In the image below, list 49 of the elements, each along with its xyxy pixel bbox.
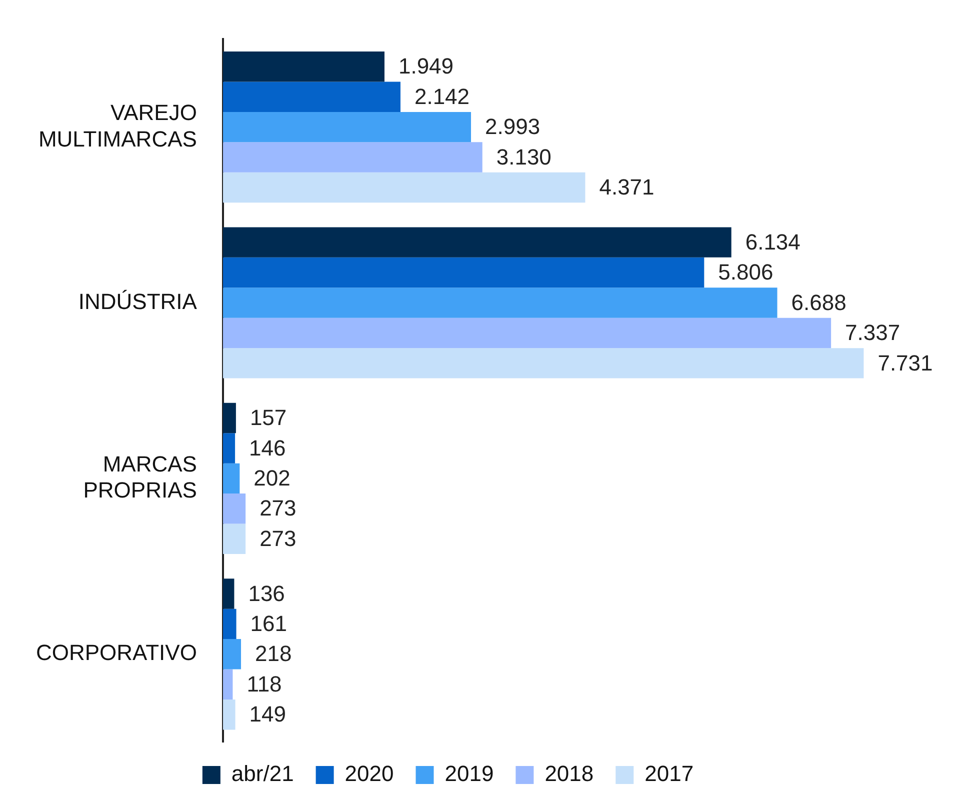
data-label: 273 — [260, 496, 296, 521]
legend-label: 2019 — [444, 761, 494, 786]
data-label: 136 — [248, 580, 285, 606]
data-label: 1.949 — [398, 54, 454, 79]
data-label: 161 — [250, 610, 287, 636]
data-label: 4.371 — [599, 174, 654, 200]
data-label: 149 — [249, 702, 286, 727]
bar — [222, 402, 236, 434]
data-label: 218 — [255, 641, 292, 666]
data-label: 6.688 — [791, 290, 846, 315]
bar — [222, 52, 384, 82]
bar — [222, 82, 400, 112]
bar — [222, 318, 832, 348]
y-tick-label: INDÚSTRIA — [78, 288, 198, 314]
bar — [222, 578, 234, 609]
bar — [222, 669, 233, 700]
data-label: 2.993 — [485, 114, 540, 140]
legend-label: 2020 — [344, 761, 394, 786]
data-label: 146 — [249, 435, 286, 460]
y-tick-label: MARCAS PROPRIAS — [83, 451, 197, 503]
legend-label: 2018 — [544, 761, 594, 786]
bar — [222, 639, 242, 670]
bar — [222, 288, 778, 318]
bar — [222, 699, 236, 730]
bar — [222, 494, 246, 524]
bar — [222, 142, 482, 172]
data-label: 5.806 — [718, 260, 774, 285]
bar — [222, 433, 236, 464]
data-label: 6.134 — [745, 229, 800, 254]
data-label: 3.130 — [496, 144, 552, 170]
data-label: 7.337 — [845, 320, 900, 346]
bar — [222, 112, 472, 142]
data-label: 202 — [254, 466, 290, 491]
data-label: 7.731 — [878, 350, 933, 376]
legend-label: 2017 — [644, 761, 694, 786]
data-label: 273 — [260, 526, 296, 551]
y-tick-label: VAREJO MULTIMARCAS — [38, 100, 197, 152]
legend-label: abr/21 — [231, 761, 294, 786]
bar — [222, 463, 240, 494]
y-tick-label: CORPORATIVO — [36, 640, 197, 666]
data-label: 157 — [250, 405, 287, 430]
bar — [222, 608, 236, 640]
data-label: 118 — [246, 671, 282, 696]
data-label: 2.142 — [414, 84, 470, 109]
bar — [222, 227, 732, 258]
bar — [222, 172, 586, 203]
bar — [222, 257, 704, 288]
bar — [222, 348, 864, 378]
bar — [222, 524, 246, 554]
